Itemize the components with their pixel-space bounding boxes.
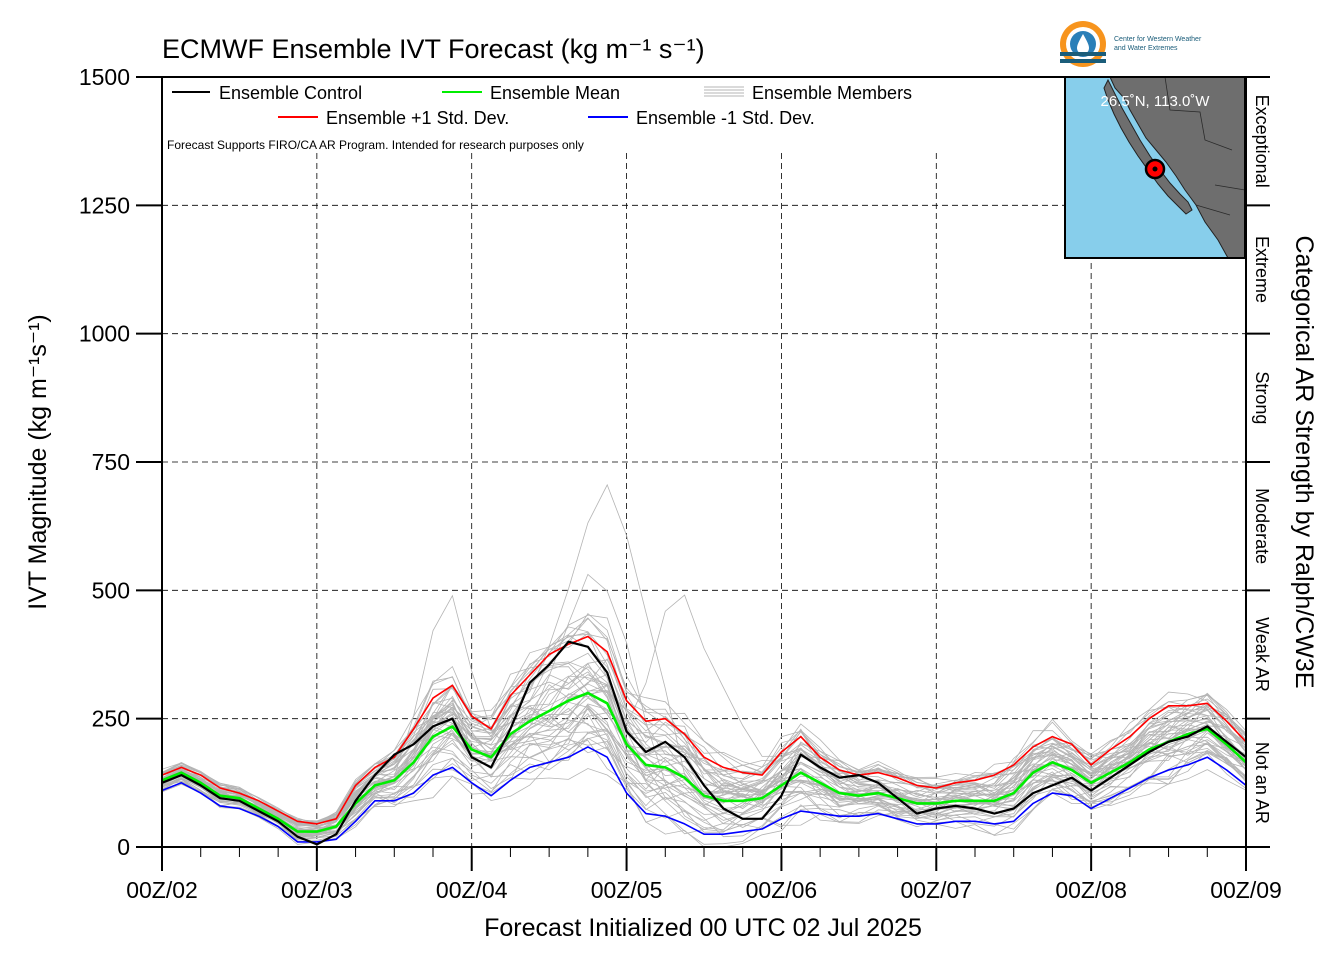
ensemble-control-line [161,640,1247,846]
category-label: Strong [1252,371,1272,424]
x-tick-label: 00Z/04 [436,877,508,903]
legend: Ensemble Control Ensemble Mean Ensemble … [167,83,912,152]
ensemble-member-line [161,617,1247,832]
x-tick-label: 00Z/06 [746,877,818,903]
y-tick-label: 750 [92,449,130,475]
right-axis-label: Categorical AR Strength by Ralph/CW3E [1290,236,1318,689]
y-axis-ticks: 0 250 500 750 1000 1250 1500 [79,64,162,860]
x-tick-label: 00Z/09 [1210,877,1282,903]
logo-line-1: Center for Western Weather [1114,36,1202,43]
ensemble-member-line [161,626,1247,824]
ensemble-member-line [161,673,1247,832]
x-tick-label: 00Z/07 [900,877,972,903]
legend-label-mean: Ensemble Mean [490,83,620,103]
y-tick-label: 500 [92,577,130,603]
minus-std-line [161,746,1247,843]
ensemble-member-line [161,662,1247,827]
ensemble-member-line [161,675,1247,826]
ensemble-member-line [161,728,1247,833]
plus-std-line [161,635,1247,825]
ensemble-member-line [161,671,1247,834]
x-tick-label: 00Z/02 [126,877,198,903]
y-tick-label: 1500 [79,64,130,90]
inset-map-baja-peninsula [1103,78,1193,215]
legend-label-plus: Ensemble +1 Std. Dev. [326,108,509,128]
inset-map-frame [1064,76,1246,259]
ensemble-member-line [161,666,1247,836]
legend-label-minus: Ensemble -1 Std. Dev. [636,108,815,128]
ensemble-member-line [161,684,1247,836]
cw3e-logo: Center for Western Weather and Water Ext… [1060,21,1202,67]
ensemble-member-line [161,707,1247,841]
y-tick-label: 1000 [79,321,130,347]
ensemble-member-line [161,612,1247,825]
inset-map-coordinate: 26.5˚N, 113.0˚W [1101,93,1211,110]
ensemble-mean-line [161,691,1247,833]
category-axis: Not an AR Weak AR Moderate Strong Extreme Exc… [1246,76,1272,848]
legend-swatch-members [704,86,744,97]
ensemble-member-line [161,483,1247,836]
inset-map: 26.5˚N, 113.0˚W [1064,76,1246,259]
category-label: Moderate [1252,488,1272,564]
x-axis-ticks: 00Z/02 00Z/03 00Z/04 00Z/05 00Z/06 00Z/07 00Z/… [126,847,1282,903]
y-tick-label: 250 [92,706,130,732]
ensemble-member-lines [161,483,1247,848]
legend-label-control: Ensemble Control [219,83,362,103]
chart-title: ECMWF Ensemble IVT Forecast (kg m⁻¹ s⁻¹) [162,34,705,64]
y-axis-label: IVT Magnitude (kg m⁻¹s⁻¹) [24,314,52,609]
cw3e-logo-icon [1060,21,1106,67]
x-tick-label: 00Z/08 [1055,877,1127,903]
x-axis-label: Forecast Initialized 00 UTC 02 Jul 2025 [484,914,922,942]
inset-map-borders [1164,76,1246,216]
category-label: Not an AR [1252,742,1272,824]
y-tick-label: 1250 [79,192,130,218]
category-label: Weak AR [1252,617,1272,692]
legend-label-members: Ensemble Members [752,83,912,103]
disclaimer-text: Forecast Supports FIRO/CA AR Program. In… [167,138,584,152]
location-marker-icon [1144,158,1166,180]
y-tick-label: 0 [117,834,130,860]
series-lines [161,635,1247,846]
logo-line-2: and Water Extremes [1114,45,1178,52]
x-tick-label: 00Z/05 [591,877,663,903]
ensemble-member-line [161,661,1247,827]
x-tick-label: 00Z/03 [281,877,353,903]
ensemble-member-line [161,690,1247,825]
category-label: Extreme [1252,236,1272,303]
category-label: Exceptional [1252,95,1272,188]
